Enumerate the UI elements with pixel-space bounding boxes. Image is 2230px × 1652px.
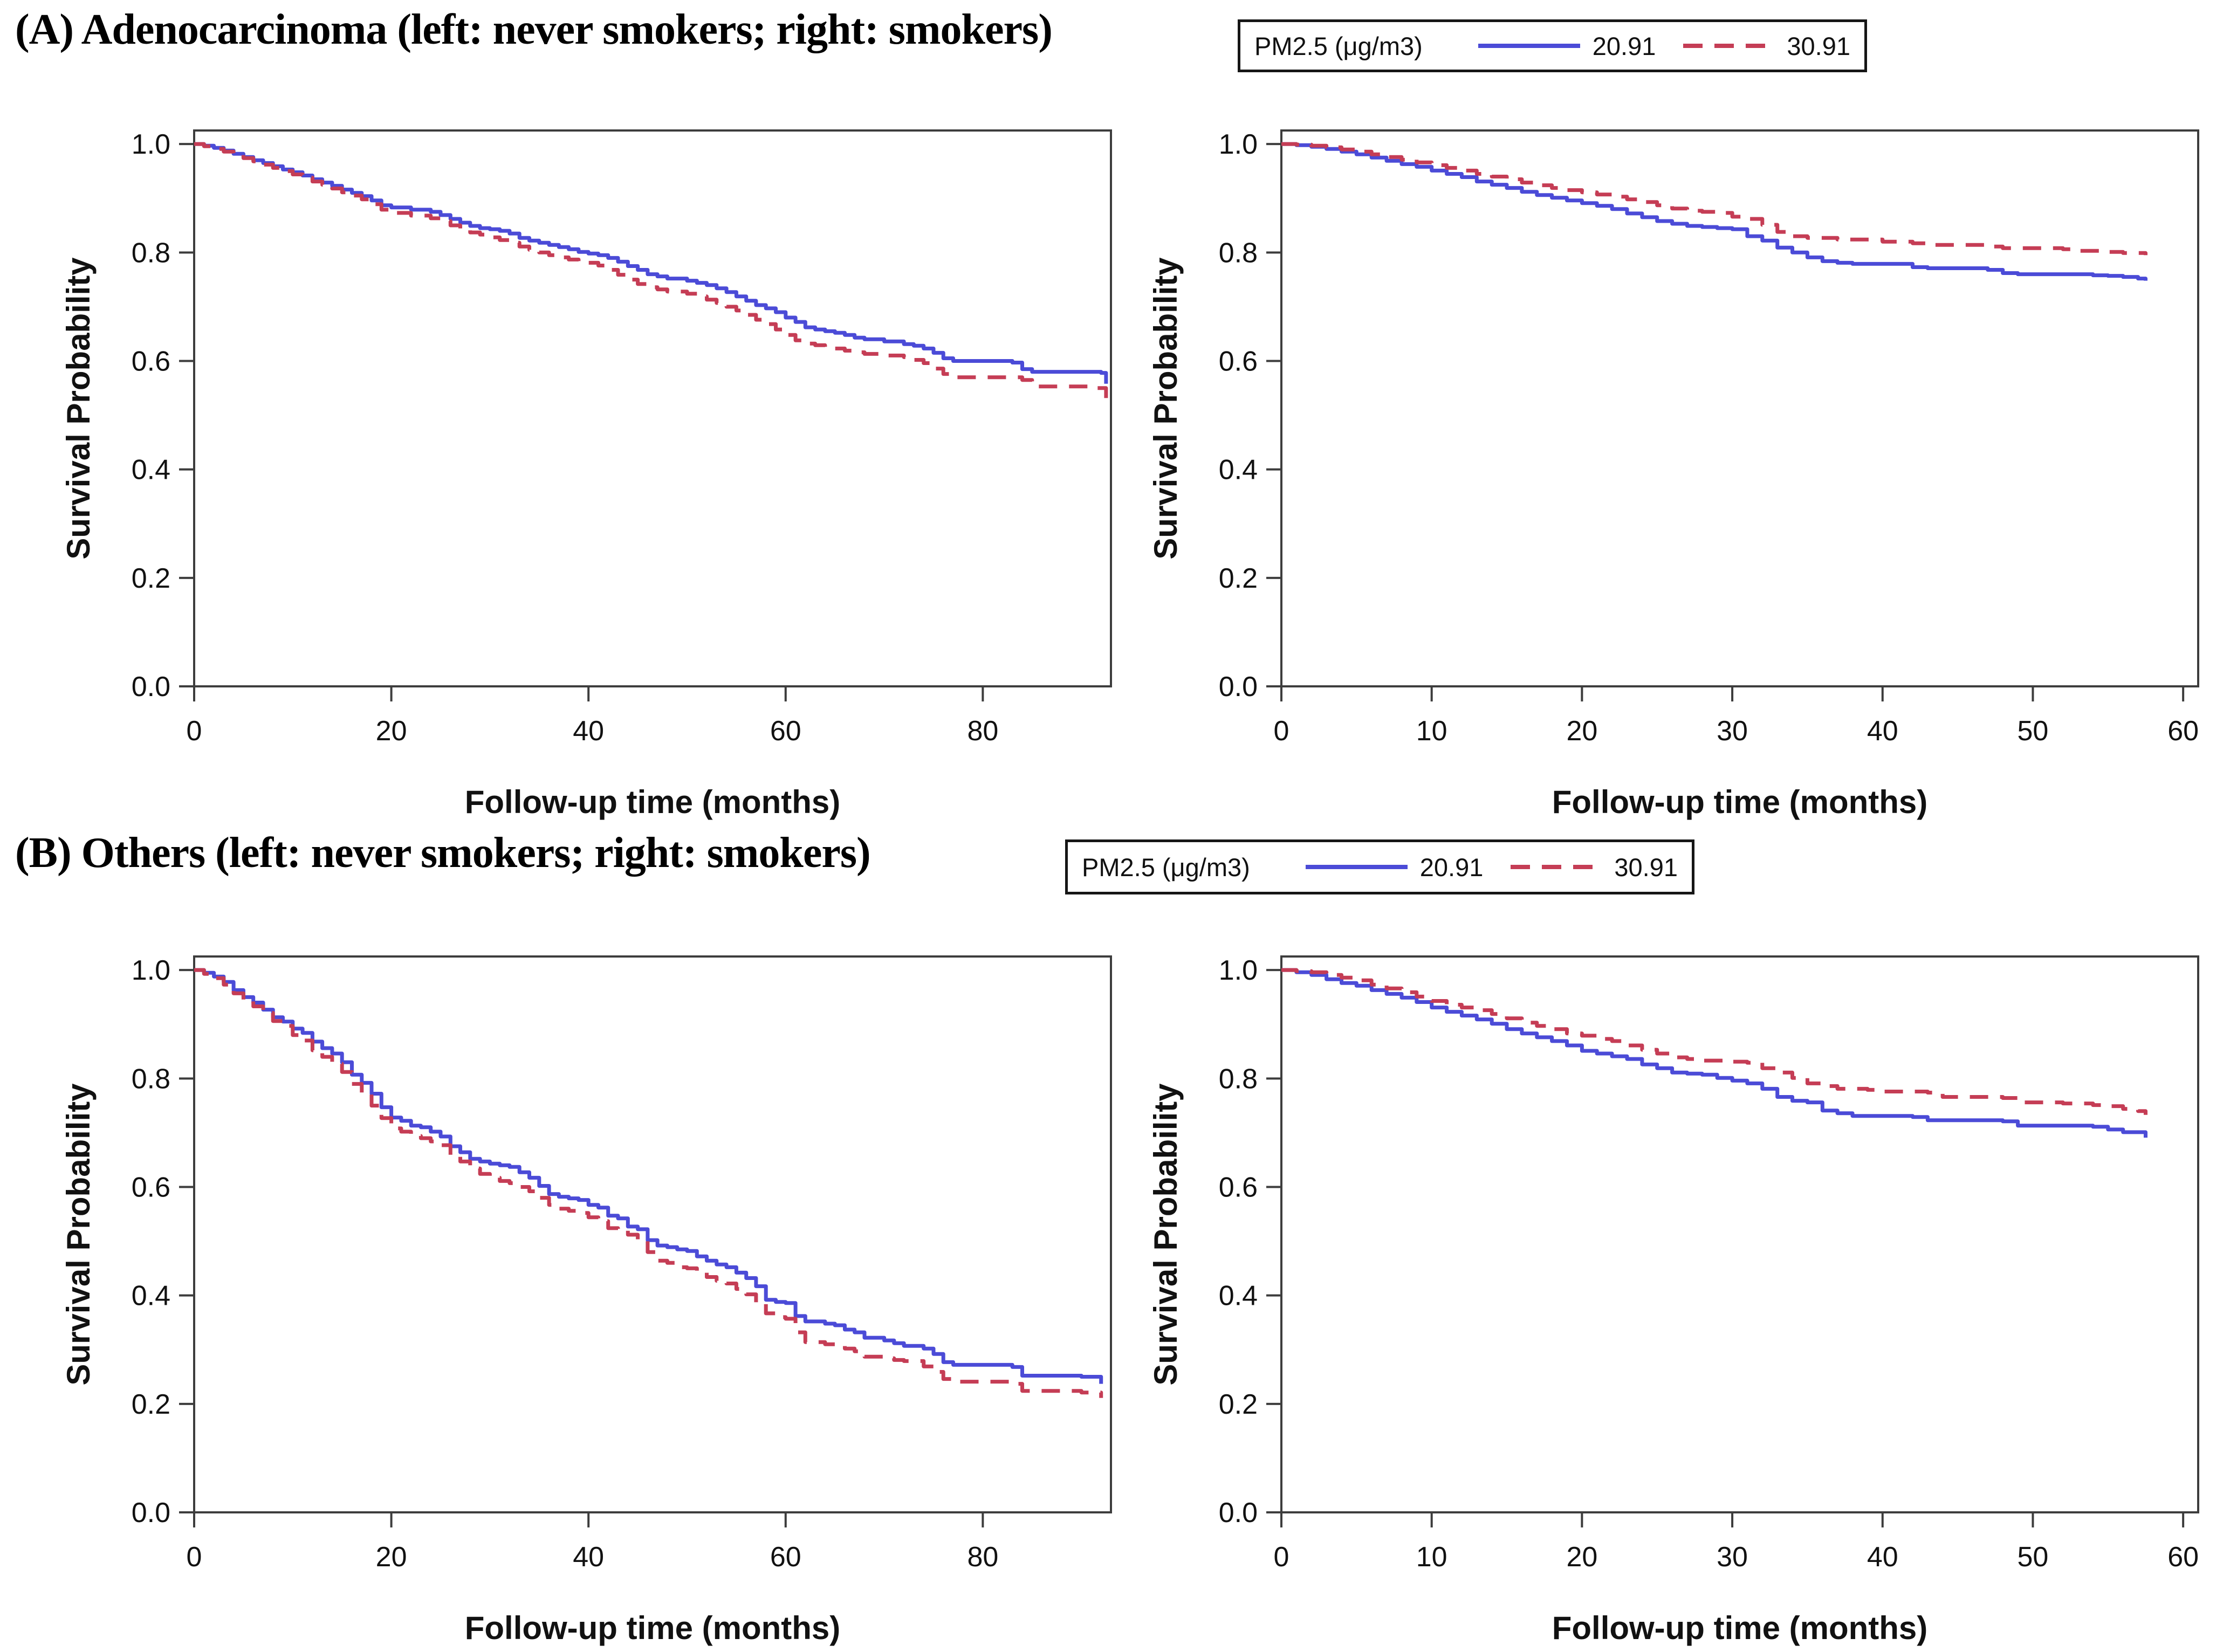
series-line-30.91 xyxy=(1281,142,2147,256)
x-tick-label: 60 xyxy=(770,715,801,747)
y-tick-label: 0.8 xyxy=(132,1063,170,1095)
x-tick-label: 20 xyxy=(376,1541,407,1573)
legend-value-low: 20.91 xyxy=(1419,852,1484,882)
series-line-30.91 xyxy=(194,968,1103,1398)
x-axis-title: Follow-up time (months) xyxy=(465,1610,841,1646)
y-tick-label: 0.4 xyxy=(1219,455,1258,486)
legend-dashed-line-sample xyxy=(1511,865,1602,869)
plot-box xyxy=(1280,955,2199,1513)
x-tick-label: 20 xyxy=(1566,1541,1597,1573)
x-tick-label: 60 xyxy=(2167,715,2199,747)
series-line-20.91 xyxy=(1281,142,2147,281)
y-tick-label: 0.2 xyxy=(132,1389,170,1420)
x-tick-label: 0 xyxy=(1274,715,1289,747)
x-tick-label: 50 xyxy=(2018,715,2049,747)
legend-pm25-label: PM2.5 (μg/m3) xyxy=(1082,852,1250,882)
legend-pm25-label: PM2.5 (μg/m3) xyxy=(1254,31,1423,60)
series-line-20.91 xyxy=(194,968,1103,1384)
x-tick-label: 0 xyxy=(187,715,202,747)
x-tick-label: 0 xyxy=(187,1541,202,1573)
km-plot-adenocarcinoma-never-smokers: 0 20 40 60 80 0.0 0.2 0.4 0.6 0.8 1.0 Follow-up tim… xyxy=(60,129,1112,820)
y-tick-label: 0.2 xyxy=(132,563,170,594)
y-tick-label: 0.0 xyxy=(132,671,170,703)
legend-dashed-line-sample xyxy=(1683,44,1775,48)
plot-box xyxy=(193,955,1112,1513)
panel-b-legend: PM2.5 (μg/m3) 20.91 30.91 xyxy=(1065,839,1695,894)
km-plot-adenocarcinoma-smokers: 0 10 20 30 40 50 60 0.0 0.2 0.4 0.6 0.8 1.0 Follow-up… xyxy=(1148,129,2199,820)
km-plot-others-smokers: 0 10 20 30 40 50 60 0.0 0.2 0.4 0.6 0.8 1.0 Follow-up… xyxy=(1148,955,2199,1646)
y-tick-label: 0.4 xyxy=(132,455,170,486)
y-tick-label: 0.8 xyxy=(132,237,170,269)
x-tick-label: 10 xyxy=(1416,715,1447,747)
y-tick-label: 0.4 xyxy=(132,1281,170,1312)
x-tick-label: 60 xyxy=(770,1541,801,1573)
series-line-20.91 xyxy=(194,142,1108,384)
x-tick-label: 10 xyxy=(1416,1541,1447,1573)
x-tick-label: 40 xyxy=(1867,1541,1898,1573)
x-tick-label: 20 xyxy=(376,715,407,747)
legend-solid-line-sample xyxy=(1305,865,1408,869)
plot-box xyxy=(1280,129,2199,687)
y-tick-label: 0.8 xyxy=(1219,237,1258,269)
y-axis-title: Survival Probability xyxy=(1148,257,1184,560)
x-tick-label: 50 xyxy=(2018,1541,2049,1573)
x-axis-title: Follow-up time (months) xyxy=(465,784,841,820)
x-tick-label: 80 xyxy=(967,1541,998,1573)
y-tick-label: 0.6 xyxy=(132,1172,170,1203)
y-tick-label: 0.6 xyxy=(1219,346,1258,377)
y-axis-title: Survival Probability xyxy=(60,257,97,560)
y-tick-label: 0.0 xyxy=(1219,1497,1258,1529)
plot-box xyxy=(193,129,1112,687)
legend-value-low: 20.91 xyxy=(1592,31,1656,60)
y-tick-label: 1.0 xyxy=(132,129,170,160)
series-line-30.91 xyxy=(194,142,1108,400)
legend-solid-line-sample xyxy=(1478,44,1580,48)
x-tick-label: 20 xyxy=(1566,715,1597,747)
panel-b-title: (B) Others (left: never smokers; right: … xyxy=(15,829,871,877)
x-tick-label: 40 xyxy=(573,715,604,747)
y-tick-label: 0.0 xyxy=(1219,671,1258,703)
y-tick-label: 0.2 xyxy=(1219,563,1258,594)
y-tick-label: 0.8 xyxy=(1219,1063,1258,1095)
y-axis-title: Survival Probability xyxy=(1148,1083,1184,1386)
y-tick-label: 1.0 xyxy=(1219,129,1258,160)
y-axis-title: Survival Probability xyxy=(60,1083,97,1386)
series-line-30.91 xyxy=(1281,968,2147,1115)
km-plot-others-never-smokers: 0 20 40 60 80 0.0 0.2 0.4 0.6 0.8 1.0 Follow-up tim… xyxy=(60,955,1112,1646)
y-tick-label: 0.4 xyxy=(1219,1281,1258,1312)
x-tick-label: 0 xyxy=(1274,1541,1289,1573)
y-tick-label: 0.6 xyxy=(1219,1172,1258,1203)
y-tick-label: 1.0 xyxy=(1219,955,1258,986)
x-tick-label: 40 xyxy=(1867,715,1898,747)
y-tick-label: 0.2 xyxy=(1219,1389,1258,1420)
y-tick-label: 1.0 xyxy=(132,955,170,986)
x-axis-title: Follow-up time (months) xyxy=(1552,784,1928,820)
x-tick-label: 60 xyxy=(2167,1541,2199,1573)
x-axis-title: Follow-up time (months) xyxy=(1552,1610,1928,1646)
x-tick-label: 40 xyxy=(573,1541,604,1573)
legend-value-high: 30.91 xyxy=(1614,852,1678,882)
y-tick-label: 0.6 xyxy=(132,346,170,377)
legend-value-high: 30.91 xyxy=(1787,31,1851,60)
y-tick-label: 0.0 xyxy=(132,1497,170,1529)
panel-a-legend: PM2.5 (μg/m3) 20.91 30.91 xyxy=(1238,19,1868,72)
x-tick-label: 30 xyxy=(1717,1541,1748,1573)
series-line-20.91 xyxy=(1281,968,2147,1138)
x-tick-label: 80 xyxy=(967,715,998,747)
x-tick-label: 30 xyxy=(1717,715,1748,747)
panel-a-title: (A) Adenocarcinoma (left: never smokers;… xyxy=(15,6,1053,53)
